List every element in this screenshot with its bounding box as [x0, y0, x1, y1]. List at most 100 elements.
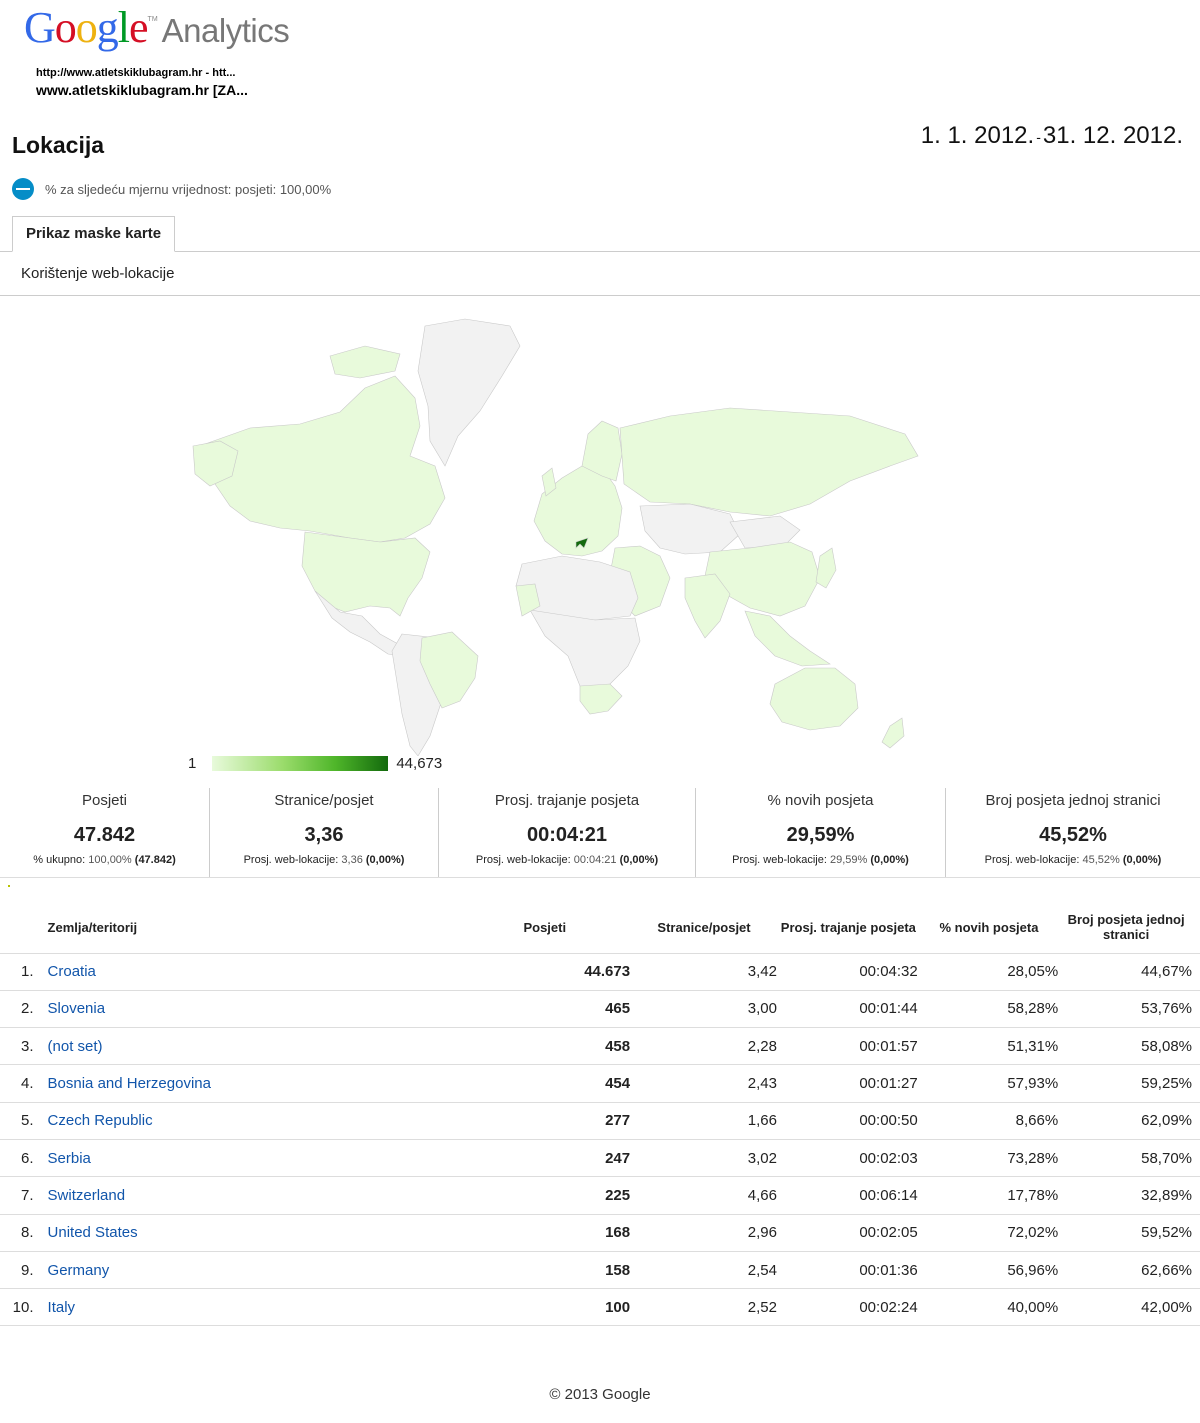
cell-visits: 247 — [443, 1138, 631, 1177]
cell-bounce: 53,76% — [1059, 989, 1200, 1028]
metric-percentage-line: % za sljedeću mjernu vrijednost: posjeti… — [12, 178, 331, 200]
map-region-africa-south — [579, 683, 623, 715]
cell-visits: 100 — [443, 1288, 631, 1327]
scorecard-sub: % ukupno: 100,00% (47.842) — [33, 854, 176, 866]
row-index: 3. — [0, 1027, 36, 1065]
cell-avg-duration: 00:00:50 — [777, 1101, 919, 1140]
legend-gradient-bar — [212, 756, 389, 771]
cell-pages-per-visit: 2,43 — [630, 1064, 778, 1103]
map-region-japan — [815, 547, 837, 589]
cell-bounce: 62,66% — [1059, 1250, 1200, 1289]
scorecard-value: 45,52% — [1039, 824, 1107, 846]
map-region-greenland — [417, 318, 521, 467]
property-name: www.atletskiklubagram.hr [ZA... — [36, 82, 248, 98]
table-row: 9. Germany 158 2,54 00:01:36 56,96% 62,66% — [0, 1250, 1200, 1289]
header-bounce[interactable]: Broj posjeta jednoj stranici — [1059, 902, 1200, 954]
scorecard-value: 29,59% — [786, 824, 855, 846]
map-region-scandinavia — [581, 420, 623, 482]
cell-new-visits: 56,96% — [918, 1250, 1060, 1289]
row-index: 6. — [0, 1138, 36, 1177]
country-link[interactable]: Germany — [35, 1250, 444, 1289]
subtab-site-usage[interactable]: Korištenje web-lokacije — [21, 265, 175, 282]
country-link[interactable]: United States — [35, 1213, 444, 1252]
logo-trademark: TM — [147, 16, 158, 23]
header-new-visits[interactable]: % novih posjeta — [918, 902, 1060, 954]
cell-new-visits: 40,00% — [918, 1288, 1060, 1327]
header-avg-duration[interactable]: Prosj. trajanje posjeta — [777, 902, 919, 954]
scorecard-pages-per-visit: Stranice/posjet 3,36 Prosj. web-lokacije… — [210, 788, 439, 877]
map-region-india — [684, 573, 731, 639]
row-index: 4. — [0, 1064, 36, 1103]
map-region-new-zealand — [881, 717, 905, 749]
map-region-russia — [619, 407, 919, 517]
country-link[interactable]: Switzerland — [35, 1176, 444, 1215]
row-index: 7. — [0, 1176, 36, 1215]
country-link[interactable]: Italy — [35, 1288, 444, 1327]
page-title: Lokacija — [12, 132, 105, 158]
country-link[interactable]: Serbia — [35, 1138, 444, 1177]
cell-visits: 168 — [443, 1213, 631, 1252]
cell-new-visits: 51,31% — [918, 1027, 1060, 1065]
world-map[interactable] — [190, 316, 925, 756]
cell-pages-per-visit: 2,52 — [630, 1288, 778, 1327]
cell-avg-duration: 00:01:57 — [777, 1027, 919, 1065]
cell-pages-per-visit: 3,00 — [630, 989, 778, 1028]
cell-visits: 158 — [443, 1250, 631, 1289]
map-region-arctic-islands — [329, 345, 401, 379]
legend-min: 1 — [188, 755, 197, 772]
subtab-divider — [0, 295, 1200, 296]
map-region-usa — [301, 531, 431, 617]
cell-bounce: 42,00% — [1059, 1288, 1200, 1327]
scorecard-sub: Prosj. web-lokacije: 45,52% (0,00%) — [984, 854, 1162, 866]
scorecard-value: 00:04:21 — [526, 824, 608, 846]
cell-new-visits: 73,28% — [918, 1138, 1060, 1177]
table-header-row: Zemlja/teritorij Posjeti Stranice/posjet… — [0, 902, 1200, 954]
country-link[interactable]: Bosnia and Herzegovina — [35, 1064, 444, 1103]
location-table: Zemlja/teritorij Posjeti Stranice/posjet… — [0, 902, 1200, 1327]
scorecard-bounce-rate: Broj posjeta jednoj stranici 45,52% Pros… — [946, 788, 1200, 877]
country-link[interactable]: (not set) — [35, 1027, 444, 1065]
google-analytics-logo: GoogleTM Analytics — [24, 2, 290, 52]
country-link[interactable]: Croatia — [35, 952, 444, 991]
map-region-africa-central — [529, 609, 641, 697]
scorecard-value: 3,36 — [304, 824, 344, 846]
table-row: 4. Bosnia and Herzegovina 454 2,43 00:01:27 5… — [0, 1064, 1200, 1103]
table-row: 10. Italy 100 2,52 00:02:24 40,00% 42,00% — [0, 1288, 1200, 1327]
logo-product-name: Analytics — [161, 12, 290, 49]
header-visits[interactable]: Posjeti — [443, 902, 631, 954]
cell-avg-duration: 00:04:32 — [777, 952, 919, 991]
tab-map-overlay[interactable]: Prikaz maske karte — [12, 216, 175, 252]
map-region-brazil — [419, 631, 479, 709]
cell-avg-duration: 00:02:05 — [777, 1213, 919, 1252]
cell-bounce: 59,25% — [1059, 1064, 1200, 1103]
scorecard-avg-duration: Prosj. trajanje posjeta 00:04:21 Prosj. … — [439, 788, 696, 877]
country-link[interactable]: Czech Republic — [35, 1101, 444, 1140]
scorecard-sub: Prosj. web-lokacije: 00:04:21 (0,00%) — [475, 854, 659, 866]
table-row: 6. Serbia 247 3,02 00:02:03 73,28% 58,70% — [0, 1138, 1200, 1177]
cell-avg-duration: 00:01:36 — [777, 1250, 919, 1289]
country-link[interactable]: Slovenia — [35, 989, 444, 1028]
table-row: 7. Switzerland 225 4,66 00:06:14 17,78% 32,89% — [0, 1176, 1200, 1215]
map-legend: 1 44,673 — [188, 755, 442, 772]
footer-copyright: © 2013 Google — [549, 1386, 651, 1403]
tab-divider — [0, 251, 1200, 252]
cell-visits: 454 — [443, 1064, 631, 1103]
map-region-southeast-asia — [744, 610, 831, 667]
row-index: 5. — [0, 1101, 36, 1140]
cell-avg-duration: 00:06:14 — [777, 1176, 919, 1215]
legend-max: 44,673 — [396, 755, 443, 772]
cell-visits: 277 — [443, 1101, 631, 1140]
cell-bounce: 44,67% — [1059, 952, 1200, 991]
scorecard-label: % novih posjeta — [767, 792, 874, 809]
cell-new-visits: 58,28% — [918, 989, 1060, 1028]
cell-new-visits: 17,78% — [918, 1176, 1060, 1215]
cell-visits: 465 — [443, 989, 631, 1028]
header-country[interactable]: Zemlja/teritorij — [35, 902, 444, 954]
cell-bounce: 62,09% — [1059, 1101, 1200, 1140]
header-pages-per-visit[interactable]: Stranice/posjet — [630, 902, 778, 954]
map-region-central-asia — [639, 503, 741, 555]
scorecard-label: Prosj. trajanje posjeta — [494, 792, 640, 809]
scorecard-sub: Prosj. web-lokacije: 3,36 (0,00%) — [243, 854, 405, 866]
cell-visits: 458 — [443, 1027, 631, 1065]
row-index: 10. — [0, 1288, 36, 1327]
